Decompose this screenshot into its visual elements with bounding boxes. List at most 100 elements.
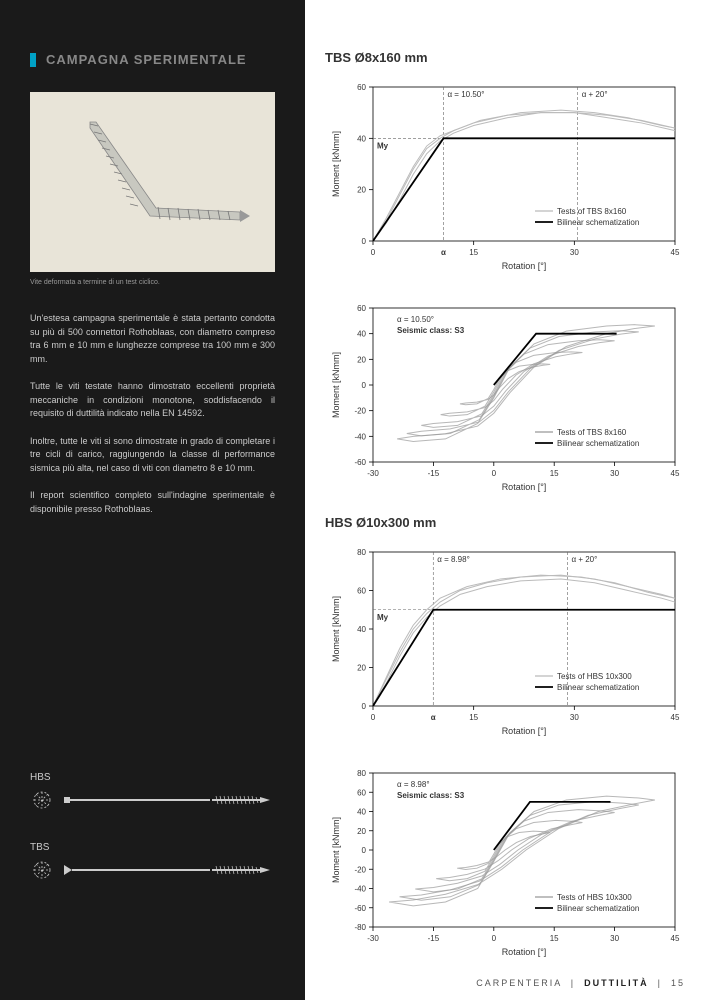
- svg-text:α = 8.98°: α = 8.98°: [437, 555, 470, 564]
- svg-text:0: 0: [362, 381, 367, 390]
- section-title: CAMPAGNA SPERIMENTALE: [46, 50, 247, 70]
- svg-text:30: 30: [610, 469, 619, 478]
- svg-text:60: 60: [357, 83, 366, 92]
- screw-label-tbs: TBS: [30, 840, 275, 855]
- paragraph: Un'estesa campagna sperimentale è stata …: [30, 312, 275, 366]
- svg-text:My: My: [377, 141, 389, 150]
- svg-text:-60: -60: [354, 458, 366, 467]
- footer-section: DUTTILITÀ: [584, 978, 649, 988]
- svg-text:-15: -15: [428, 934, 440, 943]
- svg-text:Tests of HBS 10x300: Tests of HBS 10x300: [557, 893, 632, 902]
- svg-text:-30: -30: [367, 469, 379, 478]
- page-footer: CARPENTERIA | DUTTILITÀ | 15: [476, 978, 685, 988]
- svg-text:My: My: [377, 613, 389, 622]
- svg-text:Moment [kNmm]: Moment [kNmm]: [331, 817, 341, 883]
- screw-photo: [30, 92, 275, 272]
- svg-text:Bilinear schematization: Bilinear schematization: [557, 683, 639, 692]
- screw-label-hbs: HBS: [30, 770, 275, 785]
- svg-text:α: α: [441, 248, 446, 257]
- svg-text:40: 40: [357, 134, 366, 143]
- svg-text:α + 20°: α + 20°: [582, 90, 608, 99]
- svg-text:-20: -20: [354, 865, 366, 874]
- svg-text:20: 20: [357, 664, 366, 673]
- svg-text:α + 20°: α + 20°: [571, 555, 597, 564]
- svg-text:0: 0: [362, 702, 367, 711]
- svg-text:Seismic class: S3: Seismic class: S3: [397, 326, 465, 335]
- svg-text:Moment [kNmm]: Moment [kNmm]: [331, 596, 341, 662]
- svg-text:-30: -30: [367, 934, 379, 943]
- svg-text:Bilinear schematization: Bilinear schematization: [557, 218, 639, 227]
- tbs-screw-svg: [30, 859, 275, 881]
- svg-text:20: 20: [357, 186, 366, 195]
- left-column: CAMPAGNA SPERIMENTALE: [0, 0, 305, 1000]
- footer-page: 15: [671, 978, 685, 988]
- chart-3: 0 15 30 45 0 20 40 60 80 α = 8.98° α + 20° My α Rotat…: [325, 538, 687, 743]
- svg-text:-20: -20: [354, 407, 366, 416]
- svg-text:15: 15: [469, 713, 478, 722]
- chart-group-title-2: HBS Ø10x300 mm: [325, 515, 687, 530]
- svg-text:Moment [kNmm]: Moment [kNmm]: [331, 131, 341, 197]
- svg-text:15: 15: [550, 934, 559, 943]
- body-text: Un'estesa campagna sperimentale è stata …: [30, 312, 275, 530]
- footer-category: CARPENTERIA: [476, 978, 562, 988]
- svg-text:20: 20: [357, 355, 366, 364]
- svg-text:0: 0: [492, 469, 497, 478]
- section-header: CAMPAGNA SPERIMENTALE: [30, 50, 275, 70]
- svg-text:0: 0: [371, 248, 376, 257]
- svg-text:40: 40: [357, 330, 366, 339]
- svg-text:-15: -15: [428, 469, 440, 478]
- svg-text:60: 60: [357, 788, 366, 797]
- svg-text:α = 10.50°: α = 10.50°: [397, 315, 434, 324]
- svg-text:Seismic class: S3: Seismic class: S3: [397, 791, 465, 800]
- svg-text:-40: -40: [354, 885, 366, 894]
- svg-text:Bilinear schematization: Bilinear schematization: [557, 904, 639, 913]
- svg-text:40: 40: [357, 808, 366, 817]
- svg-text:45: 45: [671, 934, 680, 943]
- right-column: TBS Ø8x160 mm 0 15 30 45 0 20 40 60 α = 10.50° α …: [305, 0, 707, 1000]
- svg-text:0: 0: [362, 237, 367, 246]
- svg-text:40: 40: [357, 625, 366, 634]
- paragraph: Tutte le viti testate hanno dimostrato e…: [30, 380, 275, 421]
- svg-text:0: 0: [371, 713, 376, 722]
- chart-group-title-1: TBS Ø8x160 mm: [325, 50, 687, 65]
- chart-4: -30 -15 0 15 30 45 -80 -60 -40 -20 0 20 40 60 80 α = 8.…: [325, 759, 687, 964]
- svg-text:45: 45: [671, 469, 680, 478]
- svg-text:-60: -60: [354, 904, 366, 913]
- svg-text:Tests of HBS 10x300: Tests of HBS 10x300: [557, 672, 632, 681]
- svg-text:Moment [kNmm]: Moment [kNmm]: [331, 352, 341, 418]
- svg-text:-80: -80: [354, 923, 366, 932]
- svg-text:45: 45: [671, 713, 680, 722]
- svg-text:60: 60: [357, 304, 366, 313]
- paragraph: Il report scientifico completo sull'inda…: [30, 489, 275, 516]
- photo-caption: Vite deformata a termine di un test cicl…: [30, 278, 275, 289]
- svg-text:15: 15: [550, 469, 559, 478]
- svg-text:20: 20: [357, 827, 366, 836]
- svg-text:α = 10.50°: α = 10.50°: [447, 90, 484, 99]
- svg-text:Rotation [°]: Rotation [°]: [502, 482, 547, 492]
- svg-text:15: 15: [469, 248, 478, 257]
- svg-text:-40: -40: [354, 432, 366, 441]
- svg-text:30: 30: [610, 934, 619, 943]
- hbs-screw-svg: [30, 789, 275, 811]
- svg-text:Rotation [°]: Rotation [°]: [502, 261, 547, 271]
- chart-2: -30 -15 0 15 30 45 -60 -40 -20 0 20 40 60 α = 10.50° S…: [325, 294, 687, 499]
- svg-text:Rotation [°]: Rotation [°]: [502, 947, 547, 957]
- svg-text:30: 30: [570, 248, 579, 257]
- svg-text:Tests of TBS 8x160: Tests of TBS 8x160: [557, 428, 627, 437]
- svg-text:60: 60: [357, 587, 366, 596]
- svg-text:Bilinear schematization: Bilinear schematization: [557, 439, 639, 448]
- svg-text:30: 30: [570, 713, 579, 722]
- title-accent-bar: [30, 53, 36, 67]
- svg-text:0: 0: [362, 846, 367, 855]
- svg-text:Tests of TBS 8x160: Tests of TBS 8x160: [557, 207, 627, 216]
- screw-diagrams: HBS TBS: [30, 770, 275, 970]
- paragraph: Inoltre, tutte le viti si sono dimostrat…: [30, 435, 275, 476]
- svg-text:45: 45: [671, 248, 680, 257]
- svg-text:0: 0: [492, 934, 497, 943]
- svg-text:80: 80: [357, 548, 366, 557]
- svg-text:α = 8.98°: α = 8.98°: [397, 780, 430, 789]
- svg-text:α: α: [431, 713, 436, 722]
- svg-text:80: 80: [357, 769, 366, 778]
- svg-text:Rotation [°]: Rotation [°]: [502, 726, 547, 736]
- chart-1: 0 15 30 45 0 20 40 60 α = 10.50° α + 20° My α Rotati…: [325, 73, 687, 278]
